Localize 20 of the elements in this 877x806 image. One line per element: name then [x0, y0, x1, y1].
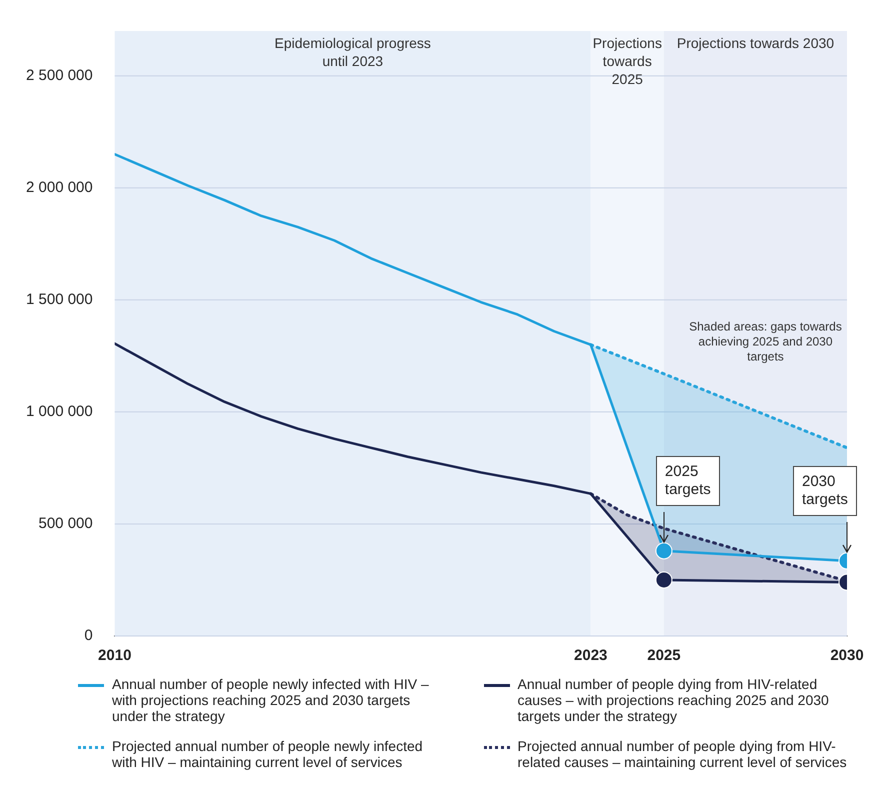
- x-tick-label: 2010: [98, 647, 132, 664]
- band-label: Projections towards 2025: [592, 34, 662, 87]
- annotation: 2025 targets: [656, 456, 720, 506]
- y-tick-label: 1 000 000: [26, 403, 93, 420]
- legend-label: Annual number of people dying from HIV-related causes – with projections reaching 2025 and 2030 targets under the strategy: [518, 676, 830, 724]
- y-tick-label: 2 000 000: [26, 178, 93, 196]
- legend-label: Projected annual number of people dying from HIV-related causes – maintaining current level of services: [518, 738, 848, 770]
- y-tick-label: 2 500 000: [26, 66, 93, 84]
- y-tick-label: 1 500 000: [26, 291, 93, 308]
- x-tick-label: 2030: [830, 647, 864, 664]
- y-tick-label: 500 000: [38, 515, 93, 532]
- y-tick-label: 0: [84, 627, 93, 644]
- annotation: Shaded areas: gaps towards achieving 2025 and 2030 targets: [689, 320, 842, 364]
- legend-label: Projected annual number of people newly infected with HIV – maintaining current level of services: [112, 738, 424, 770]
- x-tick-label: 2023: [574, 647, 608, 664]
- x-tick-label: 2025: [647, 647, 681, 664]
- annotation: 2030 targets: [793, 466, 857, 516]
- band-label: Epidemiological progress until 2023: [274, 34, 431, 69]
- legend-label: Annual number of people newly infected with HIV – with projections reaching 2025 and 2030 targets under the strategy: [112, 676, 430, 724]
- band-label: Projections towards 2030: [676, 34, 834, 51]
